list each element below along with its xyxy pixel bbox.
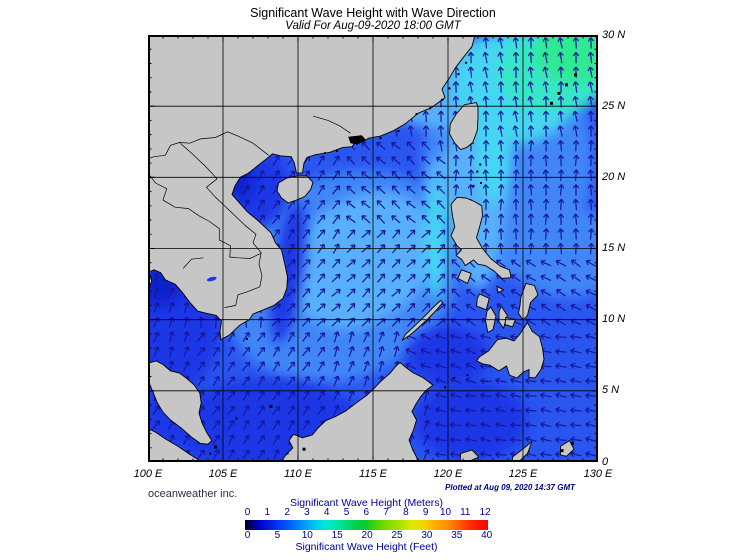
meters-tick: 8 [403, 507, 409, 518]
legend-feet-label: Significant Wave Height (Feet) [295, 541, 438, 553]
meters-tick: 2 [284, 507, 290, 518]
land-masbate [496, 285, 504, 294]
longitude-label: 100 E [133, 468, 163, 480]
meters-tick: 10 [439, 507, 452, 518]
plotted-timestamp: Plotted at Aug 09, 2020 14:37 GMT [445, 483, 575, 492]
longitude-label: 115 E [359, 468, 387, 480]
wave-height-colorbar [245, 520, 488, 530]
meters-tick: 0 [244, 507, 251, 518]
feet-tick: 5 [274, 530, 281, 541]
meters-tick: 7 [383, 507, 389, 518]
longitude-label: 105 E [208, 468, 238, 480]
meters-tick: 4 [323, 507, 330, 518]
feet-tick: 35 [451, 530, 463, 541]
longitude-label: 120 E [433, 468, 463, 480]
land-palawan [401, 300, 444, 341]
meters-tick: 5 [343, 507, 350, 518]
land-borneo [280, 361, 434, 462]
page-title: Significant Wave Height with Wave Direct… [250, 6, 496, 20]
land-halmahera [560, 440, 575, 457]
land-china [148, 35, 476, 341]
feet-tick: 15 [331, 530, 343, 541]
meters-tick: 3 [304, 507, 310, 518]
lake-tonle-sap [206, 276, 217, 282]
land-mindoro [457, 269, 472, 284]
feet-tick: 40 [481, 530, 493, 541]
land-sulaw1 [512, 440, 533, 462]
longitude-label: 110 E [284, 468, 312, 480]
country-borders [148, 115, 351, 308]
land-taiwan [449, 102, 479, 151]
feet-tick: 10 [301, 530, 313, 541]
longitude-label: 125 E [508, 468, 538, 480]
land-mindanao [476, 322, 545, 379]
coastal-urban-blob [348, 135, 367, 145]
latitude-label: 30 N [602, 29, 626, 41]
graticule [148, 35, 598, 462]
map-frame [148, 35, 598, 462]
feet-tick: 0 [244, 530, 251, 541]
feet-tick: 30 [421, 530, 433, 541]
feet-tick: 20 [361, 530, 373, 541]
map-canvas [148, 35, 598, 462]
latitude-label: 25 N [602, 100, 626, 112]
valid-time-subtitle: Valid For Aug-09-2020 18:00 GMT [285, 20, 461, 32]
meters-tick: 1 [264, 507, 271, 518]
land-sumatra [148, 428, 202, 462]
meters-tick: 9 [422, 507, 429, 518]
meters-tick: 6 [363, 507, 370, 518]
wave-map [148, 35, 598, 462]
land-cebu [498, 305, 508, 329]
land-luzon [450, 196, 512, 279]
credit-oceanweather: oceanweather inc. [148, 488, 238, 500]
feet-tick: 25 [391, 530, 403, 541]
latitude-label: 5 N [602, 384, 620, 396]
legend-meters-label: Significant Wave Height (Meters) [289, 497, 444, 509]
land-peninsula [148, 360, 213, 445]
landmasses [148, 35, 575, 462]
latitude-label: 0 [602, 456, 609, 468]
meters-tick: 12 [479, 507, 491, 518]
land-panay [476, 293, 490, 311]
meters-tick: 11 [460, 507, 471, 518]
longitude-label: 130 E [583, 468, 613, 480]
latitude-label: 20 N [602, 171, 626, 183]
latitude-label: 10 N [602, 313, 626, 325]
latitude-label: 15 N [602, 242, 626, 254]
